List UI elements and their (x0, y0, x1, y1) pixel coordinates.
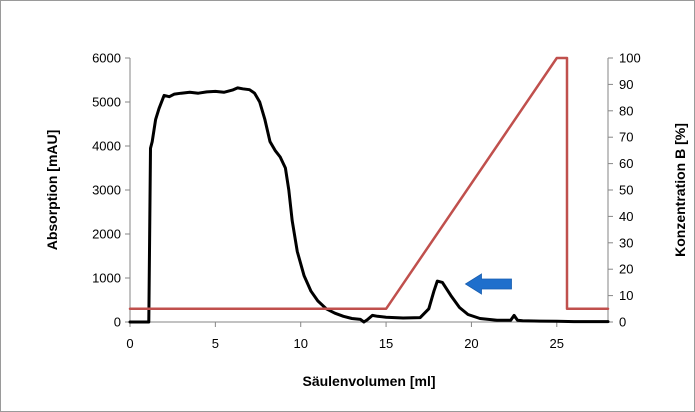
y-axis-label: Absorption [mAU] (44, 130, 60, 251)
y-tick-label: 5000 (92, 95, 121, 110)
x-tick-label: 25 (550, 336, 564, 351)
x-tick-label: 10 (293, 336, 307, 351)
y2-tick-label: 30 (619, 235, 633, 250)
y-tick-label: 6000 (92, 51, 121, 66)
x-tick-label: 0 (126, 336, 133, 351)
absorption-line (128, 86, 610, 324)
y-tick-label: 0 (114, 315, 121, 330)
axes (125, 57, 613, 327)
series-layer (128, 56, 610, 324)
x-tick-label: 5 (212, 336, 219, 351)
x-tick-label: 20 (464, 336, 478, 351)
arrow-left-icon (464, 273, 512, 295)
annotation-layer (464, 273, 512, 295)
x-axis-label: Säulenvolumen [ml] (302, 373, 435, 389)
concentration-b-line (128, 56, 610, 311)
y2-tick-label: 90 (619, 77, 633, 92)
y2-tick-label: 100 (619, 51, 641, 66)
y-tick-label: 3000 (92, 183, 121, 198)
y2-tick-label: 40 (619, 209, 633, 224)
x-tick-label: 15 (379, 336, 393, 351)
y2-axis-label: Konzentration B [%] (672, 123, 688, 257)
y2-tick-label: 20 (619, 262, 633, 277)
y-tick-label: 4000 (92, 139, 121, 154)
y2-tick-label: 60 (619, 156, 633, 171)
y-tick-label: 1000 (92, 271, 121, 286)
y-tick-label: 2000 (92, 227, 121, 242)
y2-tick-label: 80 (619, 103, 633, 118)
y2-tick-label: 10 (619, 288, 633, 303)
y2-tick-label: 50 (619, 183, 633, 198)
y2-tick-label: 70 (619, 130, 633, 145)
y2-tick-label: 0 (619, 315, 626, 330)
tick-labels: 0100020003000400050006000010203040506070… (92, 51, 641, 352)
